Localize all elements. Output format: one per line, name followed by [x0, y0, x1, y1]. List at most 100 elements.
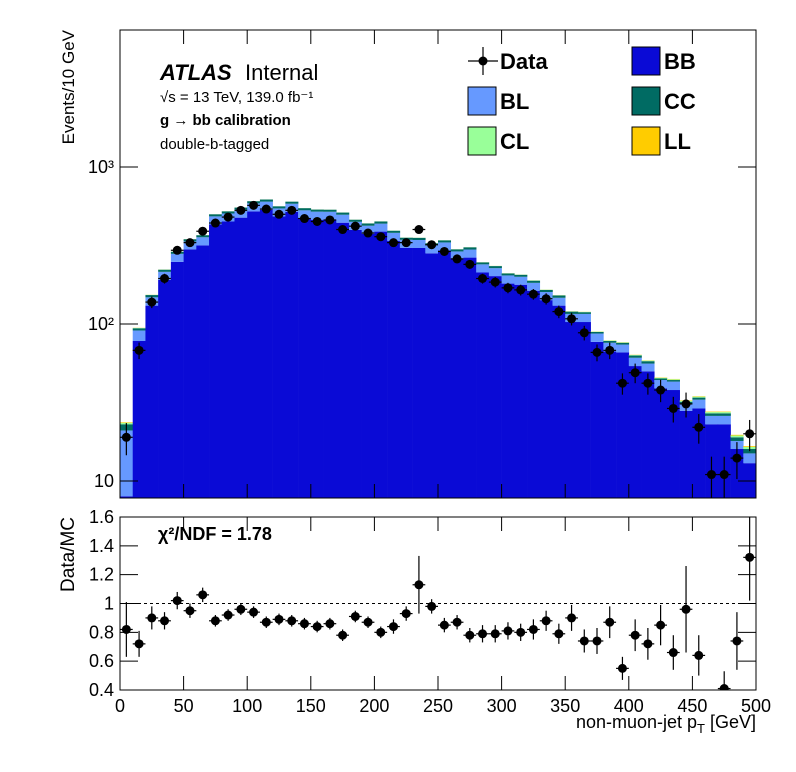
data-point: [732, 453, 742, 463]
x-tick-label: 450: [677, 696, 707, 716]
data-point: [210, 616, 220, 626]
stack-bar: [196, 245, 210, 498]
y-tick-label: 1.4: [89, 536, 114, 556]
data-point: [363, 617, 373, 627]
stack-bar: [450, 259, 464, 498]
data-point: [554, 307, 564, 317]
stack-bar: [730, 437, 744, 441]
data-point: [414, 225, 424, 235]
x-tick-label: 200: [359, 696, 389, 716]
stack-bar: [488, 266, 502, 269]
legend-label: Data: [500, 49, 548, 74]
stack-bar: [743, 453, 756, 464]
data-point: [249, 607, 259, 617]
data-point: [338, 225, 348, 235]
data-point: [579, 328, 589, 338]
stack-bar: [425, 245, 439, 254]
x-axis-title-sub: T: [697, 721, 705, 736]
data-point: [236, 604, 246, 614]
data-point: [261, 617, 271, 627]
data-point: [745, 429, 755, 439]
stack-bar: [641, 363, 655, 372]
data-point: [261, 204, 271, 214]
data-point: [325, 215, 335, 225]
x-tick-label: 300: [487, 696, 517, 716]
data-point: [516, 627, 526, 637]
stack-bar: [717, 412, 731, 414]
data-point: [198, 226, 208, 236]
data-point: [172, 245, 182, 255]
stack-bar: [514, 284, 528, 498]
data-point: [210, 218, 220, 228]
x-tick-label: 0: [115, 696, 125, 716]
stack-bar: [654, 388, 668, 498]
stack-bar: [120, 430, 134, 497]
stack-bar: [438, 240, 452, 243]
data-point: [312, 622, 322, 632]
stack-bar: [170, 253, 184, 262]
legend-label: CC: [664, 89, 696, 114]
stack-bar: [603, 340, 617, 343]
stack-bar: [552, 297, 566, 306]
stack-bar: [552, 295, 566, 298]
data-point: [732, 636, 742, 646]
data-point: [719, 470, 729, 480]
data-point: [121, 624, 131, 634]
data-point: [287, 205, 297, 215]
stack-bar: [577, 313, 591, 323]
stack-bar: [730, 434, 744, 436]
stack-bar: [476, 262, 490, 265]
x-tick-label: 400: [614, 696, 644, 716]
stack-bar: [692, 408, 706, 498]
stack-bar: [348, 219, 362, 222]
data-point: [554, 629, 564, 639]
data-point: [350, 221, 360, 231]
legend-label: BB: [664, 49, 696, 74]
data-point: [503, 626, 513, 636]
stack-bar: [539, 289, 553, 292]
data-point: [694, 422, 704, 432]
stack-bar: [501, 275, 515, 284]
stack-bar: [209, 214, 223, 217]
y-tick-label: 1.6: [89, 507, 114, 527]
y-tick-label: 0.6: [89, 651, 114, 671]
stack-bar: [577, 312, 591, 314]
stack-bar: [438, 242, 452, 251]
y-tick-label: 0.4: [89, 680, 114, 700]
data-point: [465, 630, 475, 640]
stack-bar: [336, 212, 350, 215]
data-point: [541, 294, 551, 304]
stack-bar: [628, 366, 642, 498]
data-point: [338, 630, 348, 640]
data-point: [376, 232, 386, 242]
stack-bar: [705, 412, 719, 414]
stack-bar: [170, 261, 184, 498]
data-point: [287, 616, 297, 626]
stack-bar: [539, 300, 553, 498]
stack-bar: [412, 239, 426, 249]
stack-bar: [666, 390, 680, 498]
data-point: [223, 610, 233, 620]
stack-bar: [628, 355, 642, 356]
legend-swatch: [467, 126, 497, 156]
data-point: [656, 385, 666, 395]
stack-bar: [616, 344, 630, 353]
stack-bar: [590, 341, 604, 498]
x-axis-title: non-muon-jet pT [GeV]: [576, 712, 756, 736]
stack-bar: [514, 274, 528, 277]
legend-swatch: [631, 46, 661, 76]
stack-bar: [616, 342, 630, 345]
data-point: [528, 289, 538, 299]
stack-bar: [412, 237, 426, 240]
stack-bar: [158, 279, 172, 498]
stack-bar: [285, 201, 299, 204]
chi2-label: χ²/NDF = 1.78: [158, 524, 272, 544]
data-point: [121, 432, 131, 442]
data-point: [274, 614, 284, 624]
data-point: [325, 619, 335, 629]
stack-bar: [132, 328, 146, 331]
x-tick-label: 50: [174, 696, 194, 716]
data-point: [134, 345, 144, 355]
stack-bar: [577, 322, 591, 498]
data-point: [198, 590, 208, 600]
